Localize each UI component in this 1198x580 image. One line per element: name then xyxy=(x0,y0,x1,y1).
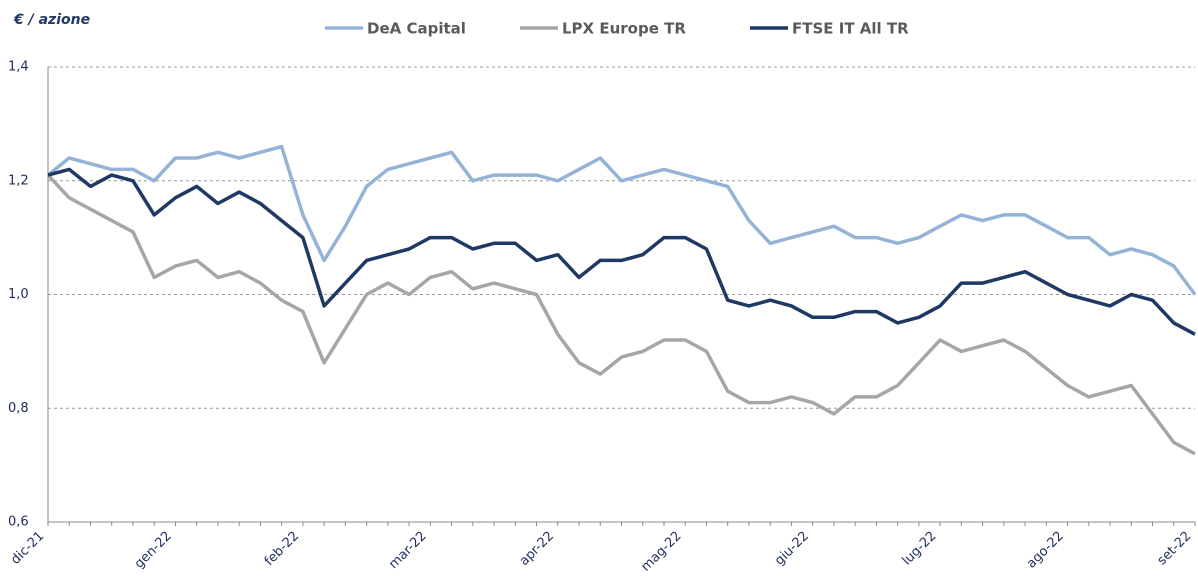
legend-label: FTSE IT All TR xyxy=(792,20,909,38)
x-tick-label: giu-22 xyxy=(772,529,812,569)
series-line xyxy=(46,173,1196,456)
x-tick-label: lug-22 xyxy=(900,529,940,569)
x-tick-label: dic-21 xyxy=(8,529,47,568)
y-axis-label: € / azione xyxy=(13,12,90,28)
y-tick-label: 1,0 xyxy=(8,287,29,302)
y-tick-label: 1,2 xyxy=(8,173,29,188)
legend: DeA Capital LPX Europe TR FTSE IT All TR xyxy=(325,20,909,38)
series-line xyxy=(46,144,1197,296)
x-tick-label: apr-22 xyxy=(517,529,557,569)
y-tick-label: 0,6 xyxy=(8,515,29,530)
series-line xyxy=(47,167,1196,336)
x-tick-label: gen-22 xyxy=(132,529,175,572)
legend-label: DeA Capital xyxy=(367,20,466,38)
x-tick-label: feb-22 xyxy=(262,529,302,569)
y-tick-label: 1,4 xyxy=(8,60,29,75)
x-tick-label: set-22 xyxy=(1155,529,1195,569)
x-tick-label: ago-22 xyxy=(1024,529,1067,572)
y-tick-label: 0,8 xyxy=(8,401,29,416)
x-tick-label: mag-22 xyxy=(638,529,684,575)
legend-label: LPX Europe TR xyxy=(562,20,686,38)
x-tick-label: mar-22 xyxy=(386,529,429,572)
